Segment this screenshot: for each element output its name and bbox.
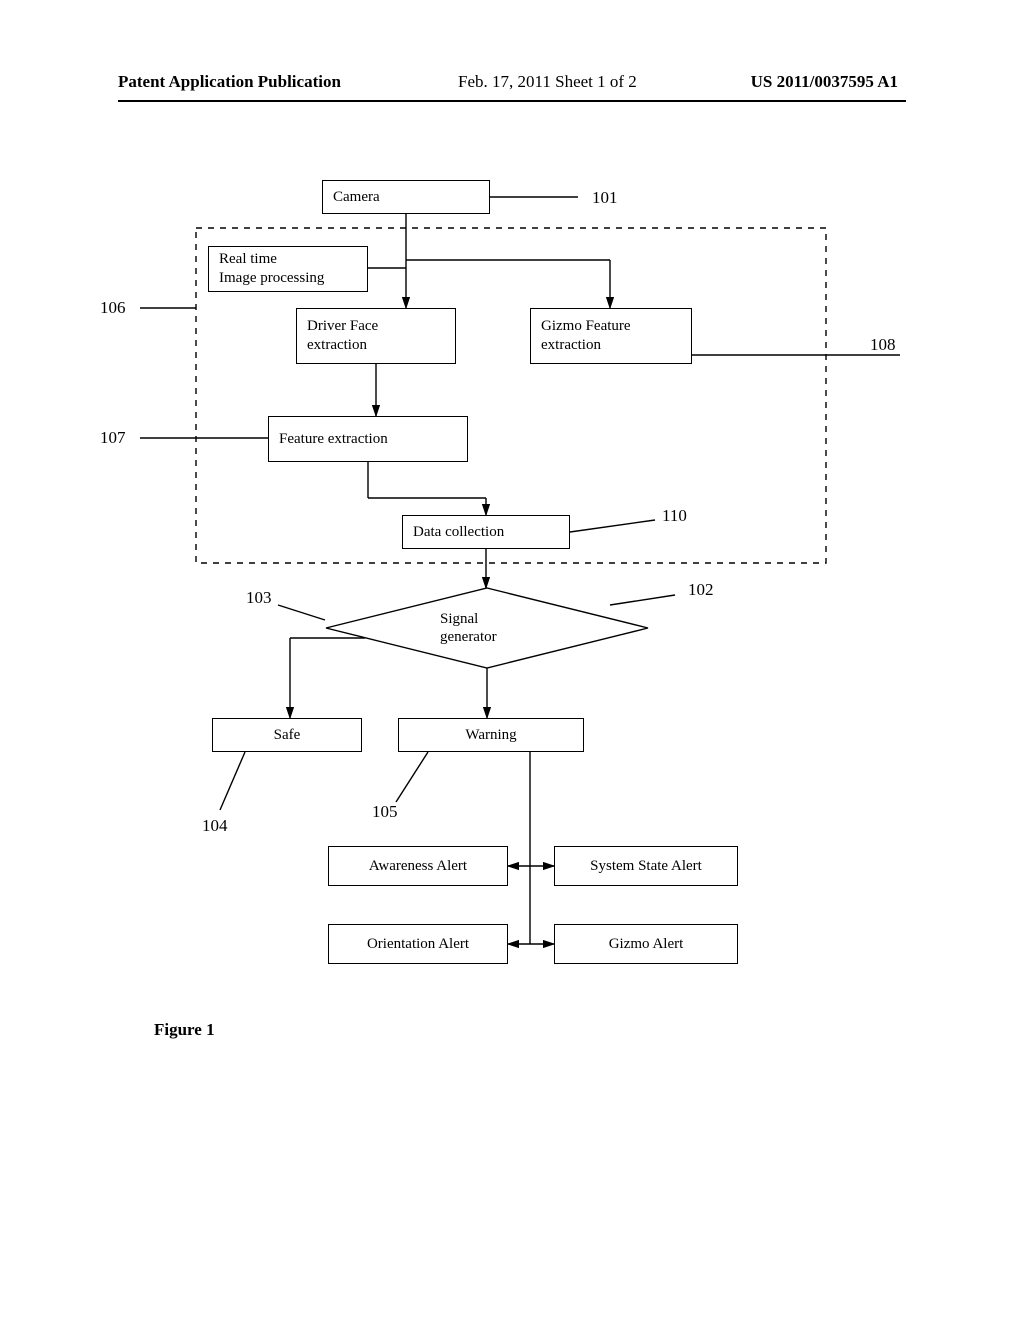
- node-safe: Safe: [212, 718, 362, 752]
- ref-110: 110: [662, 506, 687, 526]
- ref-107: 107: [100, 428, 126, 448]
- gizmo-alert-label: Gizmo Alert: [609, 935, 684, 954]
- node-awareness-alert: Awareness Alert: [328, 846, 508, 886]
- ref-105: 105: [372, 802, 398, 822]
- figure-caption: Figure 1: [154, 1020, 215, 1040]
- node-feature-extraction: Feature extraction: [268, 416, 468, 462]
- header-left: Patent Application Publication: [118, 72, 341, 92]
- node-signal-generator: Signal generator: [440, 610, 534, 646]
- system-state-label: System State Alert: [590, 857, 702, 876]
- node-driver-face: Driver Face extraction: [296, 308, 456, 364]
- header-right: US 2011/0037595 A1: [751, 72, 898, 92]
- awareness-label: Awareness Alert: [369, 857, 467, 876]
- gizmo-feat-l1: Gizmo Feature: [541, 317, 631, 336]
- node-orientation-alert: Orientation Alert: [328, 924, 508, 964]
- flowchart-figure-1: Camera Real time Image processing Driver…: [100, 180, 924, 1160]
- connectors-svg: [100, 180, 924, 1160]
- node-realtime-l1: Real time: [219, 250, 277, 269]
- feature-extraction-label: Feature extraction: [279, 430, 388, 449]
- node-warning: Warning: [398, 718, 584, 752]
- safe-label: Safe: [274, 726, 301, 745]
- ref-104: 104: [202, 816, 228, 836]
- driver-face-l1: Driver Face: [307, 317, 378, 336]
- header-rule: [118, 100, 906, 102]
- ref-101: 101: [592, 188, 618, 208]
- signal-l2: generator: [440, 629, 497, 645]
- driver-face-l2: extraction: [307, 336, 367, 355]
- orientation-label: Orientation Alert: [367, 935, 469, 954]
- ref-103: 103: [246, 588, 272, 608]
- node-gizmo-alert: Gizmo Alert: [554, 924, 738, 964]
- ref-108: 108: [870, 335, 896, 355]
- node-system-state-alert: System State Alert: [554, 846, 738, 886]
- header-center: Feb. 17, 2011 Sheet 1 of 2: [458, 72, 637, 92]
- data-collection-label: Data collection: [413, 523, 504, 542]
- node-realtime: Real time Image processing: [208, 246, 368, 292]
- node-realtime-l2: Image processing: [219, 269, 324, 288]
- gizmo-feat-l2: extraction: [541, 336, 601, 355]
- node-camera-label: Camera: [333, 188, 380, 207]
- node-gizmo-feature: Gizmo Feature extraction: [530, 308, 692, 364]
- ref-102: 102: [688, 580, 714, 600]
- node-camera: Camera: [322, 180, 490, 214]
- signal-l1: Signal: [440, 611, 478, 627]
- node-data-collection: Data collection: [402, 515, 570, 549]
- ref-106: 106: [100, 298, 126, 318]
- warning-label: Warning: [465, 726, 516, 745]
